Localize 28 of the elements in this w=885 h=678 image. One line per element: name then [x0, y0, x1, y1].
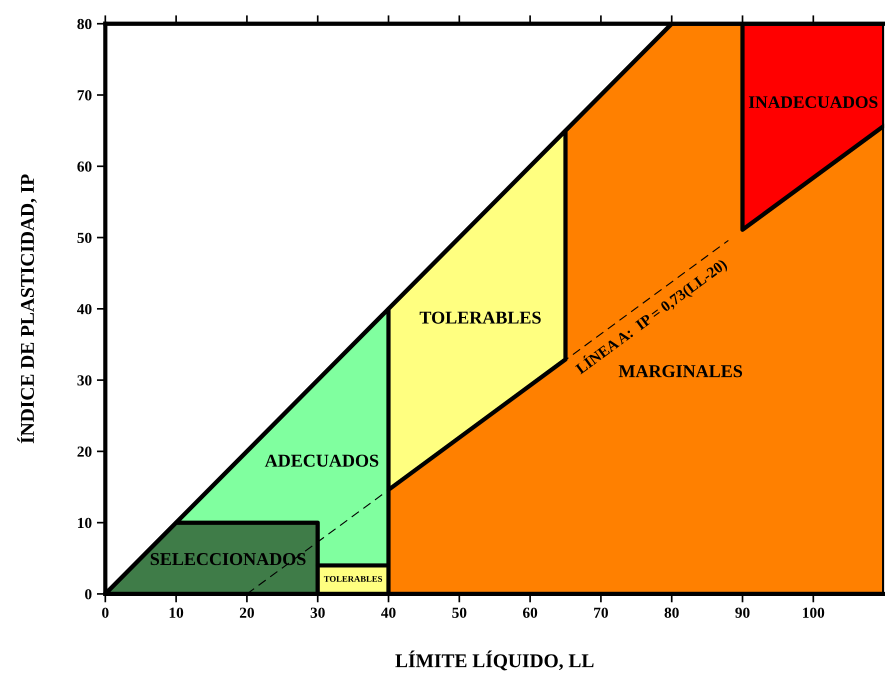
x-axis-title: LÍMITE LÍQUIDO, LL — [395, 650, 594, 670]
series-label: TOLERABLES — [324, 576, 382, 582]
x-tick-label: 70 — [594, 608, 608, 618]
y-axis-title: ÍNDICE DE PLASTICIDAD, IP — [17, 174, 37, 444]
x-tick-label: 100 — [803, 608, 824, 618]
series-label: TOLERABLES — [420, 312, 541, 324]
x-tick-label: 30 — [310, 608, 325, 618]
series-label: INADECUADOS — [748, 96, 878, 108]
series-label: MARGINALES — [618, 365, 742, 378]
x-tick-label: 60 — [523, 608, 538, 618]
series-label: SELECCIONADOS — [150, 553, 306, 566]
x-tick-label: 80 — [664, 608, 679, 618]
y-tick-label: 50 — [77, 232, 92, 244]
x-tick-label: 20 — [240, 608, 254, 618]
x-tick-label: 10 — [170, 608, 184, 618]
x-tick-label: 0 — [102, 608, 109, 618]
y-tick-label: 0 — [85, 589, 92, 600]
y-tick-label: 70 — [78, 90, 92, 100]
x-tick-label: 50 — [452, 608, 466, 618]
y-tick-label: 30 — [77, 375, 92, 386]
series-label: ADECUADOS — [264, 454, 378, 467]
x-tick-label: 90 — [735, 608, 750, 618]
y-tick-label: 80 — [77, 18, 92, 30]
y-tick-label: 20 — [77, 446, 92, 457]
x-tick-label: 40 — [381, 608, 396, 618]
y-tick-label: 60 — [77, 161, 92, 172]
y-tick-label: 10 — [78, 518, 92, 528]
y-tick-label: 40 — [77, 304, 92, 314]
